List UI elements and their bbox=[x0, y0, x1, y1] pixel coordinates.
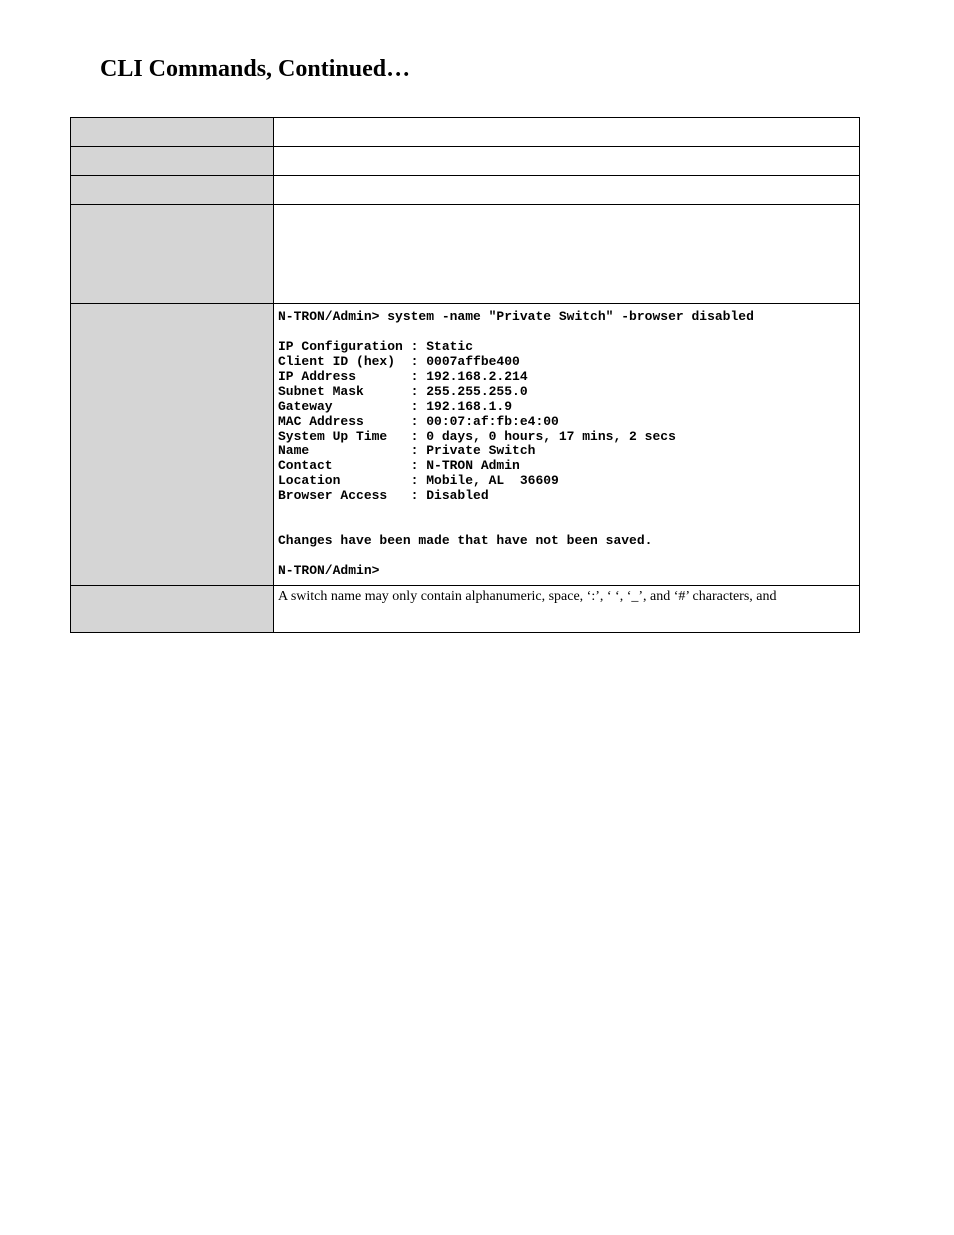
cell-right-notes-text: A switch name may only contain alphanume… bbox=[274, 585, 860, 632]
table-row bbox=[71, 118, 860, 147]
cell-right-blank-3 bbox=[274, 176, 860, 205]
table-row-notes: A switch name may only contain alphanume… bbox=[71, 585, 860, 632]
cell-right-blank-4 bbox=[274, 205, 860, 304]
page-title: CLI Commands, Continued… bbox=[100, 56, 884, 83]
table-row bbox=[71, 147, 860, 176]
cell-left-terminal-label bbox=[71, 304, 274, 586]
cell-right-terminal-output: N-TRON/Admin> system -name "Private Swit… bbox=[274, 304, 860, 586]
cell-left-blank-4 bbox=[71, 205, 274, 304]
table-row-terminal: N-TRON/Admin> system -name "Private Swit… bbox=[71, 304, 860, 586]
cell-left-notes-label bbox=[71, 585, 274, 632]
table-row bbox=[71, 176, 860, 205]
table-row bbox=[71, 205, 860, 304]
terminal-output: N-TRON/Admin> system -name "Private Swit… bbox=[278, 310, 855, 579]
cell-left-blank-2 bbox=[71, 147, 274, 176]
cell-right-blank-2 bbox=[274, 147, 860, 176]
notes-text: A switch name may only contain alphanume… bbox=[278, 588, 855, 607]
cell-left-blank-1 bbox=[71, 118, 274, 147]
cell-left-blank-3 bbox=[71, 176, 274, 205]
cli-commands-table: N-TRON/Admin> system -name "Private Swit… bbox=[70, 117, 860, 633]
cell-right-blank-1 bbox=[274, 118, 860, 147]
